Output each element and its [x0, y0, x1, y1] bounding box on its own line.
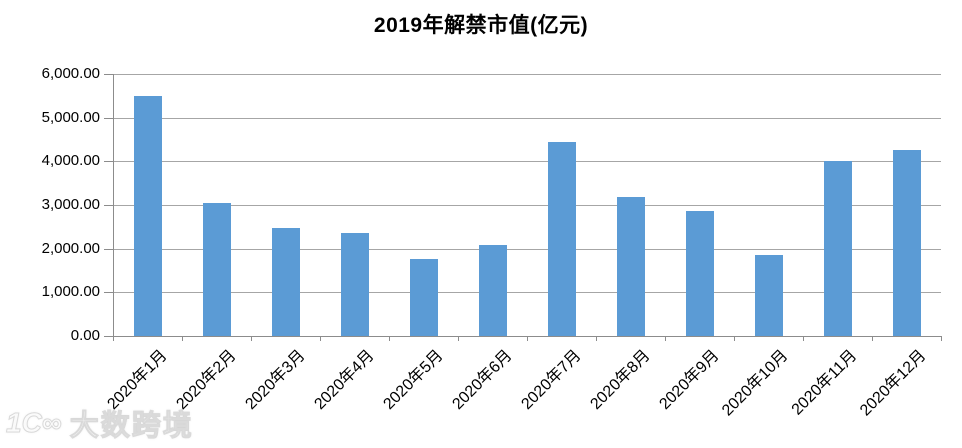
bar [685, 211, 714, 336]
x-axis-label: 2020年1月 [104, 347, 171, 414]
gridline [113, 248, 941, 250]
x-axis-tick [251, 336, 252, 341]
bar [478, 245, 507, 336]
x-axis-tick [458, 336, 459, 341]
y-axis-label: 2,000.00 [41, 239, 100, 257]
x-axis-tick [872, 336, 873, 341]
bar [202, 202, 231, 336]
gridline [113, 292, 941, 294]
x-axis-tick [734, 336, 735, 341]
bar [892, 150, 921, 336]
x-axis-tick [665, 336, 666, 341]
gridline [113, 161, 941, 163]
bar [616, 197, 645, 336]
gridline [113, 74, 941, 75]
y-axis-tick [104, 74, 113, 75]
x-axis-tick [596, 336, 597, 341]
y-axis-label: 5,000.00 [41, 108, 100, 126]
watermark-logo-icon: 1C∞ [6, 407, 63, 439]
y-axis-line [113, 74, 114, 336]
bar [340, 232, 369, 336]
plot-area [113, 74, 941, 337]
x-axis-label: 2020年12月 [857, 347, 930, 420]
y-axis-label: 4,000.00 [41, 152, 100, 170]
watermark-text: 大数跨境 [69, 410, 194, 443]
y-axis-label: 3,000.00 [41, 196, 100, 213]
y-axis-tick [104, 292, 113, 294]
bar [133, 95, 162, 336]
bar [547, 142, 576, 336]
x-axis-label: 2020年11月 [788, 347, 861, 419]
x-axis-tick [320, 336, 321, 341]
x-axis-label: 2020年10月 [719, 347, 792, 420]
bar [271, 227, 300, 336]
y-axis-label: 1,000.00 [41, 283, 100, 301]
chart-title: 2019年解禁市值(亿元) [373, 14, 589, 37]
gridline [113, 205, 941, 206]
bar [409, 258, 438, 336]
y-axis-tick [104, 161, 113, 163]
x-axis-tick [113, 336, 114, 341]
x-axis-tick [182, 336, 183, 341]
y-axis-tick [104, 205, 113, 206]
gridline [113, 117, 941, 119]
x-axis-label: 2020年8月 [587, 347, 654, 414]
y-axis-tick [104, 117, 113, 119]
bar [754, 255, 783, 336]
y-axis-tick [104, 336, 113, 337]
x-axis-label: 2020年5月 [380, 347, 447, 414]
x-axis-label: 2020年7月 [518, 347, 585, 414]
watermark: 1C∞ 大数跨境 [6, 402, 194, 444]
x-axis-tick [803, 336, 804, 341]
y-axis-tick [104, 248, 113, 250]
x-axis-label: 2020年6月 [449, 347, 516, 414]
x-axis-label: 2020年2月 [173, 347, 240, 414]
x-axis-tick [527, 336, 528, 341]
x-axis-label: 2020年4月 [311, 347, 378, 414]
bar [823, 160, 852, 336]
y-axis-label: 0.00 [70, 327, 100, 344]
y-axis-label: 6,000.00 [41, 65, 100, 82]
x-axis-tick [389, 336, 390, 341]
x-axis-label: 2020年9月 [656, 347, 723, 414]
x-axis-tick [941, 336, 942, 341]
x-axis-label: 2020年3月 [242, 347, 309, 414]
